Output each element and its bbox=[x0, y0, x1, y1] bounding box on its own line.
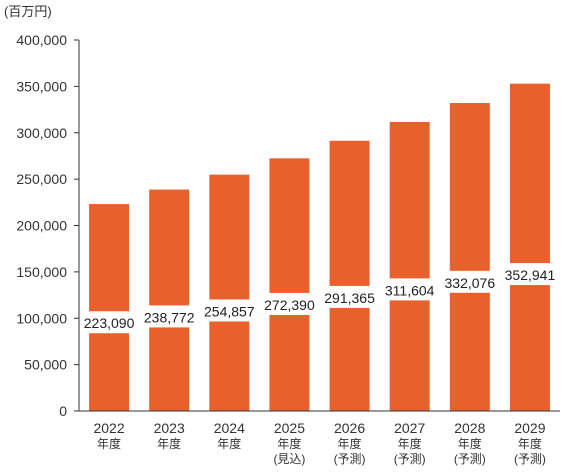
data-label: 291,365 bbox=[324, 290, 375, 306]
bar bbox=[449, 102, 490, 411]
data-label-background bbox=[503, 263, 556, 286]
y-axis-unit-label: (百万円) bbox=[4, 4, 52, 19]
x-tick-label: 2022 bbox=[93, 420, 124, 436]
x-tick-label: 年度 bbox=[157, 436, 181, 451]
y-tick-label: 200,000 bbox=[16, 218, 67, 234]
bar bbox=[389, 121, 430, 411]
x-tick-label: (予測) bbox=[454, 452, 486, 466]
x-axis: 2022年度2023年度2024年度2025年度(見込)2026年度(予測)20… bbox=[79, 410, 560, 466]
x-tick-label: 2025 bbox=[274, 420, 305, 436]
x-tick-label: 2029 bbox=[514, 420, 545, 436]
x-tick-label: 2028 bbox=[454, 420, 485, 436]
bar bbox=[89, 204, 130, 411]
y-tick-label: 400,000 bbox=[16, 32, 67, 48]
y-tick-label: 300,000 bbox=[16, 125, 67, 141]
data-label: 332,076 bbox=[445, 275, 496, 291]
y-tick-label: 50,000 bbox=[24, 357, 67, 373]
data-label: 352,941 bbox=[505, 267, 556, 283]
data-label-background bbox=[443, 270, 496, 293]
x-tick-label: 2024 bbox=[214, 420, 245, 436]
x-tick-label: 年度 bbox=[217, 436, 241, 451]
x-tick-label: (予測) bbox=[394, 452, 426, 466]
y-tick-label: 250,000 bbox=[16, 171, 67, 187]
x-tick-label: 年度 bbox=[338, 436, 362, 451]
x-tick-label: 年度 bbox=[398, 436, 422, 451]
data-label: 238,772 bbox=[144, 309, 195, 325]
y-axis: 0 50,000 100,000 150,000 200,000 250,000 300,0… bbox=[16, 32, 80, 419]
data-label-background bbox=[83, 311, 136, 334]
data-label-background bbox=[143, 305, 196, 328]
data-label: 311,604 bbox=[385, 282, 435, 298]
data-label: 223,090 bbox=[84, 315, 135, 331]
bar bbox=[509, 83, 550, 412]
bar bbox=[269, 158, 310, 411]
data-label-background bbox=[383, 278, 436, 301]
bar bbox=[149, 189, 190, 411]
x-tick-label: (見込) bbox=[273, 452, 305, 466]
x-tick-label: (予測) bbox=[334, 452, 366, 466]
x-tick-label: 2026 bbox=[334, 420, 365, 436]
x-tick-label: (予測) bbox=[514, 452, 546, 466]
bar bbox=[329, 140, 370, 411]
y-tick-label: 350,000 bbox=[16, 78, 67, 94]
data-label: 272,390 bbox=[264, 297, 315, 313]
x-tick-label: 年度 bbox=[518, 436, 542, 451]
x-tick-label: 年度 bbox=[277, 436, 301, 451]
data-label-background bbox=[263, 292, 316, 315]
y-tick-label: 100,000 bbox=[16, 310, 67, 326]
x-tick-label: 2027 bbox=[394, 420, 425, 436]
x-tick-label: 年度 bbox=[97, 436, 121, 451]
x-tick-label: 2023 bbox=[154, 420, 185, 436]
x-tick-label: 年度 bbox=[458, 436, 482, 451]
bars: 223,090 238,772 254,857 272,390 291,365 311,6… bbox=[83, 83, 556, 412]
data-label: 254,857 bbox=[204, 303, 255, 319]
bar bbox=[209, 174, 250, 411]
y-tick-label: 150,000 bbox=[16, 264, 67, 280]
data-label-background bbox=[203, 299, 256, 322]
y-tick-label: 0 bbox=[59, 403, 67, 419]
data-label-background bbox=[323, 285, 376, 308]
